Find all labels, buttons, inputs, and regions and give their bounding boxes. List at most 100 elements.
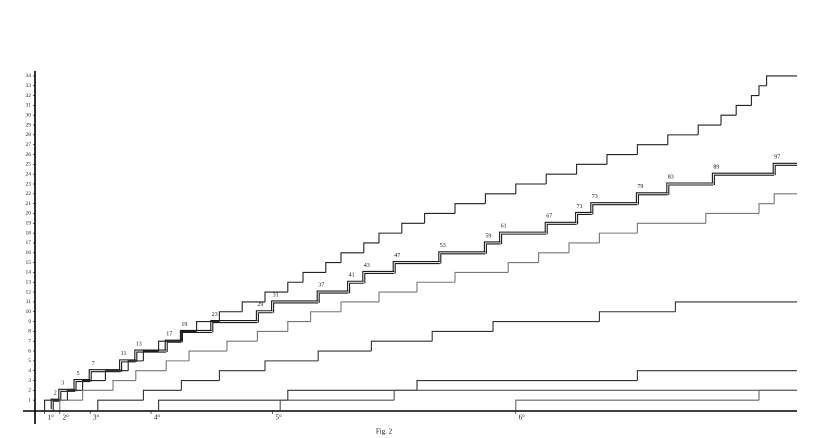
y-tick-label: 1	[28, 397, 31, 403]
step-line	[674, 301, 797, 312]
step-line	[66, 389, 83, 401]
step-line	[97, 399, 144, 410]
x-tick-label: 2°	[63, 414, 70, 422]
step-line	[515, 399, 759, 410]
step-line	[302, 271, 326, 283]
step-line	[720, 114, 737, 126]
step-line	[318, 292, 349, 303]
step-line	[218, 370, 265, 381]
y-tick-label: 4	[28, 368, 31, 374]
step-line	[454, 271, 509, 283]
step-line	[104, 370, 129, 381]
step-line	[287, 281, 303, 293]
y-tick-label: 24	[26, 171, 32, 177]
step-line	[590, 202, 638, 213]
step-line	[394, 263, 440, 274]
step-line	[636, 222, 706, 234]
step-line	[393, 389, 797, 401]
step-line	[499, 231, 547, 242]
step-line	[82, 379, 106, 391]
y-tick-label: 12	[26, 289, 32, 295]
y-tick-label: 20	[26, 211, 32, 217]
step-line	[598, 311, 676, 322]
y-tick-label: 29	[26, 122, 32, 128]
step-line	[347, 280, 364, 292]
y-tick-label: 10	[26, 309, 32, 315]
step-line	[218, 311, 243, 322]
step-line	[164, 339, 182, 351]
step-line	[50, 398, 60, 409]
data-label: 83	[668, 174, 674, 180]
step-line	[119, 359, 136, 370]
x-tick-label: 4°	[154, 414, 161, 422]
step-line	[180, 330, 197, 342]
y-tick-label: 8	[28, 329, 31, 335]
step-line	[226, 340, 258, 352]
y-tick-label: 16	[26, 250, 32, 256]
y-tick-label: 3	[28, 378, 31, 384]
y-tick-label: 18	[26, 230, 32, 236]
step-line	[697, 124, 721, 135]
step-line	[576, 163, 607, 175]
step-line	[424, 212, 455, 224]
y-tick-label: 19	[26, 221, 32, 227]
step-line	[577, 213, 592, 225]
y-tick-label: 31	[26, 103, 32, 109]
step-line	[142, 350, 159, 361]
step-line	[546, 223, 577, 235]
x-tick-label: 3°	[93, 414, 100, 422]
y-tick-label: 30	[26, 112, 32, 118]
step-line	[750, 95, 759, 106]
step-line	[484, 193, 516, 204]
y-tick-label: 25	[26, 162, 32, 168]
step-line	[492, 321, 600, 332]
step-line	[340, 252, 364, 263]
y-tick-label: 34	[26, 73, 32, 79]
step-line	[758, 203, 775, 214]
step-line	[59, 399, 83, 410]
step-line	[544, 221, 577, 233]
step-line	[440, 253, 486, 264]
y-tick-label: 27	[26, 142, 32, 148]
data-label: 37	[318, 282, 324, 288]
step-line	[773, 193, 797, 204]
data-label: 13	[136, 341, 142, 347]
step-line	[758, 389, 797, 401]
step-line	[501, 233, 547, 244]
step-line	[635, 192, 668, 203]
step-line	[264, 291, 288, 302]
step-line	[431, 330, 493, 342]
step-line	[758, 85, 767, 96]
y-tick-label: 6	[28, 348, 31, 354]
x-tick-label: 6°	[519, 414, 526, 422]
step-line	[142, 389, 182, 401]
step-line	[485, 243, 501, 254]
step-line	[264, 360, 319, 371]
y-tick-label: 7	[28, 338, 31, 344]
data-label: 2	[54, 391, 57, 397]
step-line	[255, 310, 273, 321]
y-tick-label: 21	[26, 201, 32, 207]
step-line	[271, 300, 319, 311]
step-line	[73, 378, 91, 390]
y-tick-label: 32	[26, 93, 32, 99]
data-label: 43	[364, 263, 370, 269]
step-line	[598, 232, 638, 243]
step-line	[121, 361, 136, 372]
step-line	[637, 194, 668, 205]
y-tick-label: 14	[26, 270, 32, 276]
step-line	[378, 291, 417, 302]
step-line	[257, 312, 273, 323]
step-line	[711, 172, 775, 183]
step-line	[575, 211, 592, 223]
step-line	[362, 270, 395, 282]
step-line	[363, 242, 379, 253]
y-tick-label: 11	[26, 299, 32, 305]
step-line	[392, 261, 440, 272]
step-line	[181, 331, 212, 343]
y-tick-label: 9	[28, 319, 31, 325]
step-line	[416, 379, 638, 391]
step-line	[256, 330, 288, 342]
step-line	[196, 321, 220, 332]
